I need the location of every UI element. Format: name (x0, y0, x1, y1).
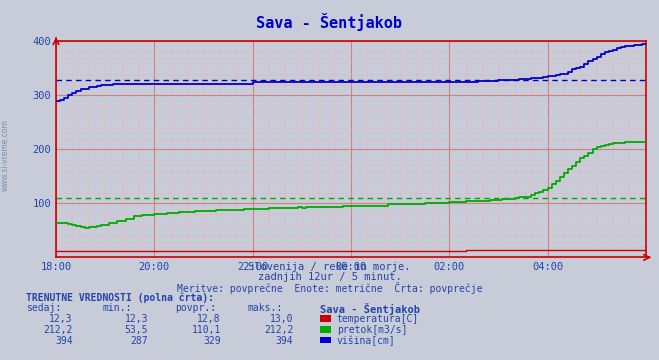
Text: 53,5: 53,5 (125, 325, 148, 335)
Text: maks.:: maks.: (247, 303, 282, 313)
Text: 110,1: 110,1 (191, 325, 221, 335)
Text: 394: 394 (275, 336, 293, 346)
Text: 212,2: 212,2 (264, 325, 293, 335)
Text: Sava - Šentjakob: Sava - Šentjakob (320, 303, 420, 315)
Text: min.:: min.: (102, 303, 132, 313)
Text: temperatura[C]: temperatura[C] (337, 314, 419, 324)
Text: 394: 394 (55, 336, 72, 346)
Text: Sava - Šentjakob: Sava - Šentjakob (256, 13, 403, 31)
Text: 13,0: 13,0 (270, 314, 293, 324)
Text: zadnjih 12ur / 5 minut.: zadnjih 12ur / 5 minut. (258, 272, 401, 282)
Text: 287: 287 (130, 336, 148, 346)
Text: 329: 329 (203, 336, 221, 346)
Text: Meritve: povprečne  Enote: metrične  Črta: povprečje: Meritve: povprečne Enote: metrične Črta:… (177, 282, 482, 293)
Text: 12,8: 12,8 (197, 314, 221, 324)
Text: pretok[m3/s]: pretok[m3/s] (337, 325, 407, 335)
Text: 12,3: 12,3 (125, 314, 148, 324)
Text: povpr.:: povpr.: (175, 303, 215, 313)
Text: sedaj:: sedaj: (26, 303, 61, 313)
Text: TRENUTNE VREDNOSTI (polna črta):: TRENUTNE VREDNOSTI (polna črta): (26, 292, 214, 303)
Text: www.si-vreme.com: www.si-vreme.com (1, 119, 10, 191)
Text: Slovenija / reke in morje.: Slovenija / reke in morje. (248, 262, 411, 272)
Text: 212,2: 212,2 (43, 325, 72, 335)
Text: 12,3: 12,3 (49, 314, 72, 324)
Text: višina[cm]: višina[cm] (337, 336, 395, 346)
